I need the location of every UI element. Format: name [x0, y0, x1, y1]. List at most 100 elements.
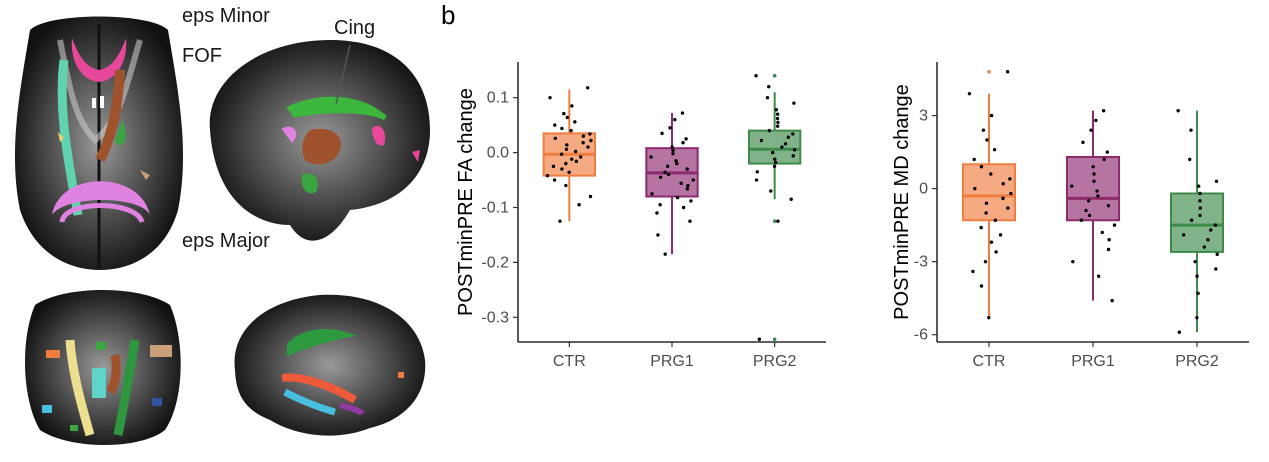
data-point	[775, 124, 780, 128]
data-point	[569, 128, 573, 133]
label-cing: Cing	[334, 17, 375, 39]
x-tick-label: PRG1	[1071, 353, 1115, 370]
chart-md-change: -6 -3 0 3 CTR PRG1 PRG2 POSTminPRE MD change	[891, 62, 1249, 370]
data-point	[675, 195, 680, 200]
data-point	[589, 138, 593, 143]
x-tick-label: CTR	[553, 353, 586, 370]
lateral-brain-image	[234, 294, 426, 436]
data-point	[562, 111, 566, 116]
box-body	[1170, 192, 1224, 253]
data-point	[791, 132, 795, 136]
data-point	[791, 154, 795, 158]
data-point	[989, 172, 993, 176]
data-point	[1209, 228, 1213, 232]
data-point	[567, 170, 571, 175]
tract-green-small	[114, 119, 126, 145]
y-tick-label: -6	[914, 327, 928, 344]
data-point	[1092, 179, 1096, 184]
box-body	[748, 129, 802, 165]
box-ctr	[542, 89, 597, 222]
data-point	[757, 337, 762, 341]
data-point	[570, 104, 574, 108]
data-point	[979, 284, 984, 288]
brain-figure: eps Minor FOF eps Major Cing	[14, 5, 430, 445]
data-point	[586, 86, 590, 90]
axial-brain-image	[14, 16, 184, 270]
data-point	[1189, 218, 1194, 222]
data-point	[1087, 213, 1092, 218]
box-prg1	[645, 113, 699, 255]
x-tick-label: PRG2	[1175, 353, 1219, 370]
data-point	[754, 74, 758, 78]
data-point	[573, 149, 578, 154]
data-point	[564, 147, 569, 151]
tract-major	[52, 181, 150, 215]
data-point	[765, 95, 770, 100]
data-point	[989, 240, 994, 244]
data-point	[755, 170, 759, 174]
data-point	[552, 178, 557, 182]
data-point	[1106, 203, 1111, 208]
data-point	[1001, 182, 1005, 186]
label-minor: eps Minor	[182, 5, 270, 27]
data-point	[1198, 191, 1202, 196]
data-point	[578, 155, 583, 159]
data-point	[684, 137, 688, 141]
data-point	[588, 132, 592, 136]
y-tick-label: -0.3	[481, 309, 509, 326]
data-point	[581, 141, 585, 145]
data-point	[972, 157, 976, 162]
data-point	[1089, 128, 1093, 132]
y-tick-label: 0.1	[487, 90, 509, 107]
data-point	[775, 116, 780, 121]
data-point	[1101, 108, 1106, 113]
coronal-brain-image	[24, 290, 181, 445]
x-tick-label: PRG1	[650, 353, 694, 370]
data-point	[767, 128, 772, 133]
data-point	[1196, 184, 1201, 188]
data-point	[1081, 140, 1085, 145]
data-point	[1196, 291, 1200, 296]
data-point	[981, 128, 986, 132]
data-point	[545, 173, 550, 178]
y-tick-label: 0.0	[487, 145, 509, 162]
data-point	[1214, 179, 1219, 184]
data-point	[686, 183, 690, 188]
data-point	[783, 142, 788, 146]
data-point	[586, 145, 590, 149]
x-tick-label: PRG2	[753, 353, 797, 370]
outlier-point	[772, 219, 777, 224]
label-major: eps Major	[182, 230, 270, 252]
outlier-point	[772, 337, 777, 342]
data-point	[1198, 213, 1202, 218]
data-point	[1071, 259, 1075, 264]
data-point	[987, 315, 991, 320]
box-prg2	[748, 73, 802, 342]
data-point	[565, 143, 569, 147]
data-point	[792, 148, 797, 152]
data-point	[658, 175, 663, 179]
data-point	[1092, 172, 1096, 176]
data-point	[771, 150, 775, 155]
data-point	[1176, 108, 1180, 113]
data-point	[663, 170, 667, 175]
label-ifof: FOF	[182, 45, 222, 67]
data-point	[1070, 184, 1074, 188]
data-point	[789, 197, 793, 201]
panel-b-letter: b	[441, 0, 455, 30]
data-point	[565, 115, 570, 120]
data-point	[979, 225, 983, 230]
data-point	[559, 152, 564, 156]
data-point	[973, 186, 977, 191]
data-point	[560, 126, 564, 131]
box-body	[962, 163, 1016, 222]
data-point	[754, 178, 759, 182]
data-point	[774, 160, 778, 165]
data-point	[1177, 330, 1182, 334]
data-point	[774, 108, 779, 112]
data-point	[577, 203, 581, 207]
data-point	[1095, 189, 1099, 193]
outlier-point	[772, 73, 777, 78]
data-point	[588, 194, 593, 199]
data-point	[681, 205, 686, 210]
